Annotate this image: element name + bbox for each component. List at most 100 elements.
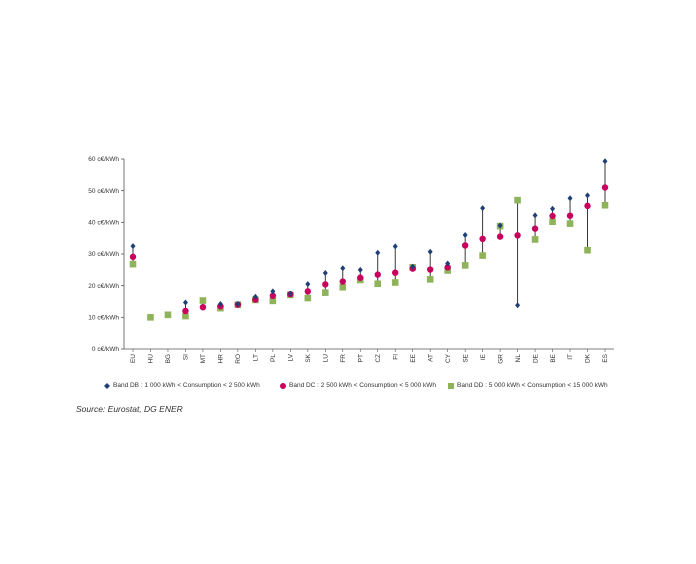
band-dc-point xyxy=(514,232,521,239)
x-tick-label: DE xyxy=(532,353,539,363)
x-tick-label: GR xyxy=(497,354,504,364)
band-dc-point xyxy=(357,274,364,281)
band-db-point xyxy=(340,265,346,272)
band-dd-point xyxy=(461,262,469,269)
band-db-point xyxy=(445,260,451,267)
data-points xyxy=(129,158,609,321)
band-dd-point xyxy=(269,297,277,305)
x-tick-label: BG xyxy=(165,354,172,363)
x-tick-label: NL xyxy=(515,354,522,363)
x-tick-label: IE xyxy=(480,353,487,360)
band-dd-point xyxy=(321,289,329,296)
band-dc-point xyxy=(549,212,556,220)
band-db-point xyxy=(287,290,293,297)
band-dd-point xyxy=(199,297,207,304)
band-dd-point xyxy=(479,252,486,259)
band-db-point xyxy=(480,205,486,212)
band-db-point xyxy=(392,243,398,250)
x-tick-label: LT xyxy=(253,354,260,361)
band-db-point xyxy=(235,301,241,308)
legend-label-band-dd: Band DD : 5 000 kWh < Consumption < 15 0… xyxy=(457,382,608,389)
y-tick-label: 50 c€/kWh xyxy=(88,188,119,195)
band-db-point xyxy=(497,222,503,229)
x-tick-label: FI xyxy=(392,354,399,360)
y-tick-label: 30 c€/kWh xyxy=(88,251,119,258)
band-dd-point xyxy=(531,236,539,243)
band-dd-point xyxy=(374,280,382,288)
source-note: Source: Eurostat, DG ENER xyxy=(76,404,183,414)
legend-item-band-dd: Band DD : 5 000 kWh < Consumption < 15 0… xyxy=(448,382,608,389)
band-dc-point xyxy=(199,304,207,311)
band-dd-point xyxy=(391,279,399,286)
band-dc-point xyxy=(531,225,539,232)
x-tick-label: CZ xyxy=(375,354,382,363)
square-marker-icon xyxy=(448,382,454,389)
band-db-point xyxy=(602,158,608,165)
band-dd-point xyxy=(549,218,556,225)
legend-item-band-db: Band DB : 1 000 kWh < Consumption < 2 50… xyxy=(104,382,260,389)
x-tick-label: CY xyxy=(445,353,452,363)
x-axis-labels: EU HU BG SI MT HR RO LT PL LV SK LU FR PT CZ FI EE AT CY SE… xyxy=(130,353,609,363)
band-dd-point xyxy=(566,220,574,227)
band-db-point xyxy=(322,270,328,276)
chart-axes xyxy=(121,158,614,352)
band-db-point xyxy=(515,302,521,309)
band-db-point xyxy=(462,232,468,238)
band-dd-point xyxy=(339,283,347,291)
band-db-point xyxy=(427,248,433,255)
band-dc-point xyxy=(374,271,381,278)
x-tick-label: LV xyxy=(288,353,295,361)
legend-item-band-dc: Band DC : 2 500 kWh < Consumption < 5 00… xyxy=(280,382,436,389)
x-tick-label: LU xyxy=(322,354,329,363)
x-tick-label: IT xyxy=(567,354,574,360)
band-dc-point xyxy=(339,278,346,285)
y-tick-label: 10 c€/kWh xyxy=(88,315,119,322)
x-tick-label: FR xyxy=(340,354,347,363)
band-dc-point xyxy=(129,253,137,261)
circle-marker-icon xyxy=(280,382,286,389)
x-tick-label: SE xyxy=(462,353,469,362)
y-tick-label: 0 c€/kWh xyxy=(92,346,119,353)
x-tick-label: RO xyxy=(235,354,242,364)
x-tick-label: HU xyxy=(148,354,155,364)
x-tick-label: BE xyxy=(550,353,557,362)
band-dc-point xyxy=(461,242,469,249)
x-tick-label: AT xyxy=(427,354,434,362)
band-db-point xyxy=(550,205,556,212)
band-dc-point xyxy=(304,288,312,295)
band-dd-point xyxy=(601,201,609,209)
band-db-point xyxy=(567,195,573,202)
x-tick-label: DK xyxy=(585,353,592,363)
y-axis-labels: 0 c€/kWh 10 c€/kWh 20 c€/kWh 30 c€/kWh 40 c€… xyxy=(88,156,119,353)
band-dc-point xyxy=(182,307,189,315)
band-dc-point xyxy=(479,235,486,242)
x-tick-label: PT xyxy=(357,354,364,362)
band-dd-point xyxy=(584,246,591,254)
band-dd-point xyxy=(514,196,521,204)
band-db-point xyxy=(410,263,416,270)
band-dc-point xyxy=(496,233,504,240)
band-db-point xyxy=(532,212,538,219)
band-db-point xyxy=(305,281,311,288)
band-db-point xyxy=(270,288,276,295)
band-dc-point xyxy=(269,292,277,299)
band-db-point xyxy=(252,293,258,300)
legend-label-band-db: Band DB : 1 000 kWh < Consumption < 2 50… xyxy=(113,382,260,389)
band-dd-point xyxy=(304,294,312,302)
band-dd-point xyxy=(426,276,434,283)
band-db-point xyxy=(357,266,363,273)
band-dc-point xyxy=(322,281,329,288)
band-dc-point xyxy=(566,212,574,219)
x-tick-label: ES xyxy=(602,353,609,362)
band-db-point xyxy=(182,299,188,306)
band-db-point xyxy=(217,301,223,308)
y-tick-label: 60 c€/kWh xyxy=(88,156,119,163)
band-dd-point xyxy=(164,311,172,319)
band-dd-point xyxy=(182,312,189,320)
band-dc-point xyxy=(392,269,399,276)
y-tick-label: 40 c€/kWh xyxy=(88,220,119,227)
x-tick-label: SK xyxy=(305,353,312,362)
legend-label-band-dc: Band DC : 2 500 kWh < Consumption < 5 00… xyxy=(289,382,437,389)
band-db-point xyxy=(375,249,381,256)
